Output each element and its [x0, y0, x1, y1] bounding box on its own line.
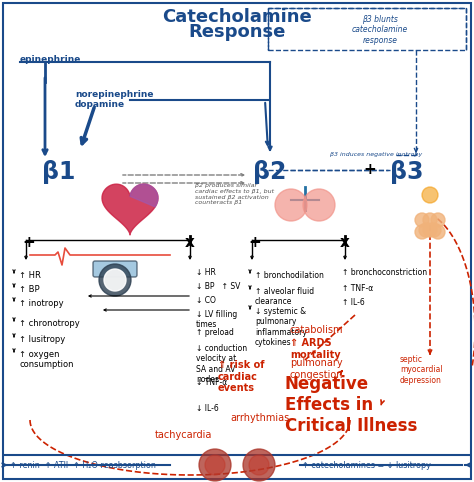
Circle shape: [423, 223, 437, 237]
Text: ↑ BP: ↑ BP: [19, 285, 40, 294]
Text: Catecholamine: Catecholamine: [162, 8, 312, 26]
Text: β3 induces negative inotropy: β3 induces negative inotropy: [330, 152, 422, 157]
Circle shape: [415, 225, 429, 239]
Text: pulmonary
congestion: pulmonary congestion: [290, 358, 344, 380]
Circle shape: [422, 187, 438, 203]
Bar: [268, 8, 466, 50]
Text: β2: β2: [253, 160, 286, 184]
Text: x: x: [340, 235, 350, 250]
Text: arrhythmias: arrhythmias: [230, 413, 289, 423]
Text: catabolism: catabolism: [290, 325, 344, 335]
Text: x: x: [185, 235, 195, 250]
Text: ↓ systemic &
pulmonary
inflammatory
cytokines: ↓ systemic & pulmonary inflammatory cyto…: [255, 307, 307, 347]
Text: ↑ alveolar fluid
clearance: ↑ alveolar fluid clearance: [255, 287, 314, 307]
Text: ↑ renin  ↑ ATII  ↑ H₂O reasbsorption: ↑ renin ↑ ATII ↑ H₂O reasbsorption: [10, 461, 156, 470]
Text: ↑ bronchodilation: ↑ bronchodilation: [255, 271, 324, 280]
Text: ↓ CO: ↓ CO: [196, 296, 216, 305]
Text: ↓ conduction
velocity at
SA and AV
nodes: ↓ conduction velocity at SA and AV nodes: [196, 344, 247, 384]
Text: ↑ catecholamines = ↓ lusitropy: ↑ catecholamines = ↓ lusitropy: [302, 461, 431, 470]
Text: Response: Response: [188, 23, 286, 41]
Circle shape: [415, 213, 429, 227]
Text: norepinephrine
dopamine: norepinephrine dopamine: [75, 90, 154, 109]
Text: ↑ bronchoconstriction: ↑ bronchoconstriction: [342, 268, 427, 277]
Text: β3 blunts
catecholamine
response: β3 blunts catecholamine response: [352, 15, 408, 45]
Text: epinephrine: epinephrine: [20, 55, 82, 64]
Circle shape: [419, 223, 433, 237]
Text: ↓ HR: ↓ HR: [196, 268, 216, 277]
Circle shape: [427, 223, 441, 237]
Text: +: +: [364, 162, 376, 177]
Text: +: +: [248, 235, 261, 250]
Circle shape: [431, 225, 445, 239]
Text: +: +: [22, 235, 35, 250]
Circle shape: [99, 264, 131, 296]
Text: ↓ BP   ↑ SV: ↓ BP ↑ SV: [196, 282, 240, 291]
Circle shape: [431, 213, 445, 227]
Circle shape: [199, 449, 231, 481]
Text: septic
myocardial
depression: septic myocardial depression: [400, 355, 443, 385]
Circle shape: [205, 455, 225, 475]
Text: ↓ LV filling
times: ↓ LV filling times: [196, 310, 237, 329]
Text: tachycardia: tachycardia: [155, 430, 212, 440]
Text: ↓ TNF-α: ↓ TNF-α: [196, 378, 227, 387]
FancyBboxPatch shape: [93, 261, 137, 277]
Polygon shape: [130, 184, 158, 207]
Text: ↑ chronotropy: ↑ chronotropy: [19, 319, 80, 328]
Text: Negative
Effects in
Critical Illness: Negative Effects in Critical Illness: [285, 375, 418, 435]
Text: ↑ IL-6: ↑ IL-6: [342, 298, 365, 307]
Text: ↑ HR: ↑ HR: [19, 271, 41, 280]
Text: ↑ inotropy: ↑ inotropy: [19, 299, 64, 308]
Text: ↑ oxygen
consumption: ↑ oxygen consumption: [19, 350, 73, 369]
Text: ↑ TNF-α: ↑ TNF-α: [342, 284, 373, 293]
Text: ↓ IL-6: ↓ IL-6: [196, 404, 219, 413]
Text: β2 produces similar
cardiac effects to β1, but
sustained β2 activation
counterac: β2 produces similar cardiac effects to β…: [195, 183, 274, 205]
Circle shape: [303, 189, 335, 221]
Circle shape: [243, 449, 275, 481]
Circle shape: [249, 455, 269, 475]
Circle shape: [275, 189, 307, 221]
Text: β1: β1: [42, 160, 75, 184]
Circle shape: [423, 213, 437, 227]
Text: ⇑ ARDS
mortality: ⇑ ARDS mortality: [290, 338, 341, 360]
Text: ⇑ risk of
cardiac
events: ⇑ risk of cardiac events: [218, 360, 264, 393]
Text: β3: β3: [390, 160, 423, 184]
Circle shape: [104, 269, 126, 291]
Text: ↑ lusitropy: ↑ lusitropy: [19, 335, 65, 344]
Polygon shape: [102, 184, 158, 235]
Text: ↑ preload: ↑ preload: [196, 328, 234, 337]
